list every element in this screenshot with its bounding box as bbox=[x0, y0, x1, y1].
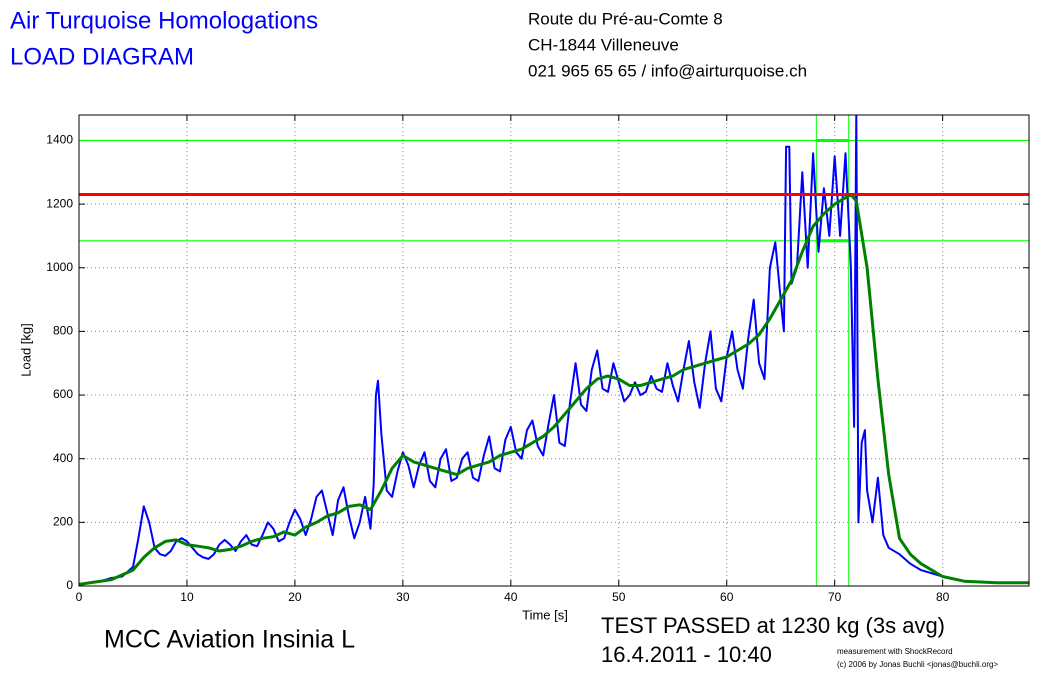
address-line: Route du Pré-au-Comte 8 bbox=[528, 9, 723, 28]
x-axis-label: Time [s] bbox=[522, 607, 568, 622]
y-tick-label: 200 bbox=[53, 515, 73, 529]
x-tick-label: 0 bbox=[76, 590, 83, 604]
y-tick-label: 0 bbox=[66, 578, 73, 592]
chart-title: Air Turquoise Homologations bbox=[10, 7, 318, 34]
test-date: 16.4.2011 - 10:40 bbox=[601, 642, 772, 667]
glider-name: MCC Aviation Insinia L bbox=[104, 626, 355, 654]
x-tick-label: 40 bbox=[504, 590, 518, 604]
credit: (c) 2006 by Jonas Buchli <jonas@buchli.o… bbox=[837, 660, 998, 669]
data-line bbox=[79, 193, 1029, 586]
data-line bbox=[79, 115, 1029, 586]
address-line: 021 965 65 65 / info@airturquoise.ch bbox=[528, 61, 807, 80]
y-tick-label: 400 bbox=[53, 451, 73, 465]
y-tick-label: 600 bbox=[53, 387, 73, 401]
y-tick-label: 1400 bbox=[46, 133, 73, 147]
x-tick-label: 20 bbox=[288, 590, 302, 604]
address-line: CH-1844 Villeneuve bbox=[528, 35, 679, 54]
y-tick-label: 1200 bbox=[46, 196, 73, 210]
x-tick-label: 10 bbox=[180, 590, 194, 604]
x-tick-label: 30 bbox=[396, 590, 410, 604]
credit: measurement with ShockRecord bbox=[837, 647, 953, 656]
x-tick-label: 60 bbox=[720, 590, 734, 604]
chart-subtitle: LOAD DIAGRAM bbox=[10, 43, 194, 70]
y-axis-label: Load [kg] bbox=[18, 323, 33, 377]
x-tick-label: 70 bbox=[828, 590, 842, 604]
y-tick-label: 1000 bbox=[46, 260, 73, 274]
plot-frame bbox=[78, 114, 1030, 587]
test-result: TEST PASSED at 1230 kg (3s avg) bbox=[601, 613, 945, 638]
x-tick-label: 50 bbox=[612, 590, 626, 604]
y-tick-label: 800 bbox=[53, 324, 73, 338]
x-tick-label: 80 bbox=[936, 590, 950, 604]
